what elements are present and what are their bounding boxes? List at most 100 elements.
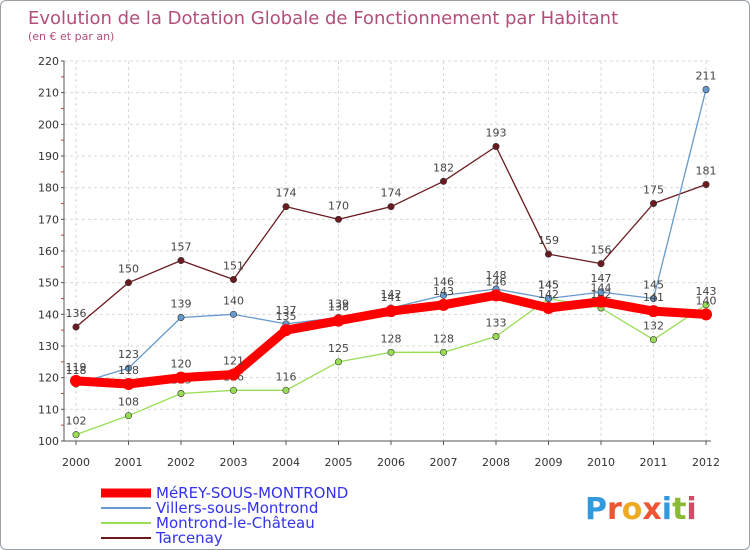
data-point bbox=[492, 332, 500, 340]
x-tick-label: 2003 bbox=[220, 456, 248, 469]
x-tick-label: 2009 bbox=[535, 456, 563, 469]
data-label: 174 bbox=[381, 187, 402, 200]
x-tick-label: 2001 bbox=[115, 456, 143, 469]
x-tick-label: 2010 bbox=[587, 456, 615, 469]
data-point bbox=[647, 305, 660, 318]
data-point bbox=[492, 143, 500, 151]
data-label: 148 bbox=[486, 269, 507, 282]
logo-letter: t bbox=[672, 492, 686, 527]
y-tick-label: 100 bbox=[38, 435, 59, 448]
data-label: 170 bbox=[328, 199, 349, 212]
data-point bbox=[439, 348, 447, 356]
chart-title: Evolution de la Dotation Globale de Fonc… bbox=[28, 8, 618, 29]
data-label: 143 bbox=[696, 285, 717, 298]
data-label: 102 bbox=[66, 415, 87, 428]
logo-letter: o bbox=[622, 492, 643, 527]
data-point bbox=[177, 313, 185, 321]
y-tick-label: 150 bbox=[38, 277, 59, 290]
data-label: 128 bbox=[381, 332, 402, 345]
x-tick-label: 2007 bbox=[430, 456, 458, 469]
data-label: 159 bbox=[538, 234, 559, 247]
data-point bbox=[177, 389, 185, 397]
data-label: 175 bbox=[643, 184, 664, 197]
data-label: 119 bbox=[66, 361, 87, 374]
data-label: 116 bbox=[276, 370, 297, 383]
data-point bbox=[282, 386, 290, 394]
y-tick-label: 130 bbox=[38, 340, 59, 353]
data-point bbox=[597, 288, 605, 296]
data-point bbox=[72, 431, 80, 439]
data-label: 181 bbox=[696, 165, 717, 178]
data-point bbox=[175, 371, 187, 384]
data-label: 138 bbox=[328, 301, 349, 314]
data-point bbox=[280, 324, 292, 337]
data-point bbox=[125, 279, 133, 287]
y-tick-label: 120 bbox=[38, 372, 59, 385]
y-tick-label: 200 bbox=[38, 118, 59, 131]
legend-label: MéREY-SOUS-MONTROND bbox=[156, 484, 348, 502]
data-point bbox=[700, 308, 712, 321]
y-tick-label: 190 bbox=[38, 150, 59, 163]
data-point bbox=[437, 298, 450, 311]
data-point bbox=[177, 256, 185, 264]
data-label: 118 bbox=[66, 364, 87, 377]
data-label: 125 bbox=[328, 342, 349, 355]
legend-label: Villers-sous-Montrond bbox=[156, 499, 318, 517]
data-point bbox=[230, 310, 238, 318]
data-label: 145 bbox=[538, 279, 559, 292]
y-tick-label: 220 bbox=[38, 55, 59, 68]
data-label: 143 bbox=[433, 285, 454, 298]
data-label: 118 bbox=[118, 364, 139, 377]
data-point bbox=[334, 215, 342, 223]
data-point bbox=[702, 86, 710, 94]
data-point bbox=[439, 291, 447, 299]
data-label: 142 bbox=[538, 288, 559, 301]
data-point bbox=[125, 412, 133, 420]
data-point bbox=[230, 275, 238, 283]
data-point bbox=[702, 301, 710, 309]
data-label: 123 bbox=[118, 348, 139, 361]
y-tick-label: 110 bbox=[38, 403, 59, 416]
chart-subtitle: (en € et par an) bbox=[28, 30, 114, 43]
data-point bbox=[544, 250, 552, 258]
data-label: 142 bbox=[381, 288, 402, 301]
data-label: 139 bbox=[171, 298, 192, 311]
y-tick-label: 180 bbox=[38, 182, 59, 195]
data-label: 121 bbox=[223, 355, 244, 368]
data-label: 145 bbox=[538, 279, 559, 292]
data-point bbox=[387, 203, 395, 211]
data-point bbox=[387, 348, 395, 356]
x-tick-label: 2012 bbox=[692, 456, 720, 469]
x-tick-label: 2011 bbox=[640, 456, 668, 469]
data-label: 174 bbox=[276, 187, 297, 200]
data-label: 145 bbox=[643, 279, 664, 292]
data-point bbox=[334, 358, 342, 366]
data-label: 108 bbox=[118, 396, 139, 409]
series-layer: 1361501571511741701741821931591561751811… bbox=[66, 70, 717, 439]
data-label: 182 bbox=[433, 161, 454, 174]
x-tick-label: 2005 bbox=[325, 456, 353, 469]
y-tick-label: 160 bbox=[38, 245, 59, 258]
data-label: 193 bbox=[486, 127, 507, 140]
data-point bbox=[72, 323, 80, 331]
x-tick-label: 2006 bbox=[377, 456, 405, 469]
data-label: 135 bbox=[276, 310, 297, 323]
data-label: 150 bbox=[118, 263, 139, 276]
data-label: 132 bbox=[643, 320, 664, 333]
x-tick-label: 2004 bbox=[272, 456, 300, 469]
data-label: 133 bbox=[486, 317, 507, 330]
data-point bbox=[385, 305, 397, 318]
data-label: 146 bbox=[433, 275, 454, 288]
x-tick-label: 2002 bbox=[167, 456, 195, 469]
data-label: 156 bbox=[591, 244, 612, 257]
data-point bbox=[230, 386, 238, 394]
data-point bbox=[122, 378, 135, 390]
data-label: 157 bbox=[171, 241, 192, 254]
series-tarcenay: 136 150 157 151 174 170 174 182 193 159 156 175 181 bbox=[66, 127, 717, 331]
data-point bbox=[125, 364, 133, 372]
data-label: 140 bbox=[696, 294, 717, 307]
y-tick-label: 210 bbox=[38, 87, 59, 100]
